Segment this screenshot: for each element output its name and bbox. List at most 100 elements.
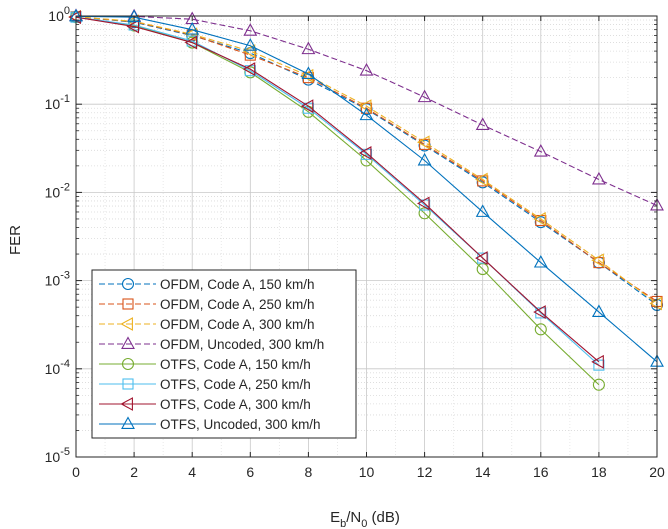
series-line	[75, 16, 658, 304]
x-axis-label-tail: (dB)	[367, 509, 400, 526]
y-tick-label: 10-4	[45, 358, 70, 377]
data-point	[184, 35, 198, 50]
x-axis-label-sub1: b	[340, 518, 346, 529]
data-point	[593, 257, 605, 269]
legend-marker	[121, 357, 135, 371]
legend-label: OTFS, Uncoded, 300 km/h	[160, 417, 321, 432]
series-line	[75, 15, 658, 207]
x-axis-label: Eb/N0 (dB)	[330, 509, 400, 529]
x-tick-label: 6	[246, 464, 254, 480]
data-point	[243, 23, 258, 36]
data-point	[416, 135, 430, 150]
data-point	[185, 22, 200, 35]
data-point	[418, 207, 431, 220]
data-point	[533, 212, 546, 226]
data-point	[359, 107, 374, 121]
data-point	[475, 251, 488, 266]
data-point	[534, 323, 547, 336]
x-tick-label: 12	[417, 464, 433, 480]
legend-marker	[121, 277, 135, 291]
y-tick-label: 100	[48, 5, 70, 24]
data-point	[417, 152, 432, 166]
series-line	[75, 16, 600, 363]
x-axis-label-mid: /N	[346, 509, 361, 526]
data-point	[358, 99, 372, 114]
x-axis-label-sub2: 0	[361, 518, 367, 529]
series-8	[69, 8, 664, 367]
y-axis-label: FER	[7, 225, 24, 255]
y-tick-label: 10-5	[45, 446, 70, 465]
legend-box	[91, 269, 357, 439]
legend-item: OFDM, Code A, 150 km/h	[99, 277, 315, 292]
series-7	[68, 10, 604, 369]
data-point	[359, 63, 374, 76]
data-point	[243, 38, 258, 51]
legend-item: OFDM, Uncoded, 300 km/h	[99, 336, 324, 352]
legend-item: OTFS, Code A, 250 km/h	[99, 377, 311, 392]
x-tick-label: 14	[475, 464, 491, 480]
legend-item: OFDM, Code A, 250 km/h	[99, 297, 315, 312]
data-point	[593, 359, 605, 371]
x-tick-label: 4	[188, 464, 196, 480]
data-point	[242, 62, 256, 77]
legend-marker	[122, 298, 134, 310]
y-tick-label: 10-1	[45, 93, 70, 112]
legend: OFDM, Code A, 150 km/h OFDM, Code A, 250 …	[91, 269, 357, 439]
data-point	[417, 89, 432, 103]
data-point	[301, 41, 316, 55]
data-point	[242, 44, 256, 59]
legend-label: OTFS, Code A, 250 km/h	[160, 377, 311, 392]
x-tick-label: 8	[305, 464, 313, 480]
data-point	[591, 171, 606, 185]
data-point	[591, 304, 606, 317]
legend-item: OTFS, Code A, 300 km/h	[99, 397, 311, 412]
data-point	[477, 252, 489, 264]
data-point	[475, 117, 490, 131]
legend-label: OFDM, Code A, 300 km/h	[160, 317, 315, 332]
x-tick-label: 10	[359, 464, 375, 480]
series-layer	[68, 8, 664, 391]
data-point	[592, 378, 605, 391]
x-tick-label: 18	[591, 464, 607, 480]
data-point	[533, 254, 548, 268]
legend-label: OTFS, Code A, 300 km/h	[160, 397, 311, 412]
legend-item: OFDM, Code A, 300 km/h	[99, 317, 315, 332]
x-tick-label: 2	[130, 464, 138, 480]
legend-label: OFDM, Code A, 250 km/h	[160, 297, 315, 312]
legend-label: OFDM, Uncoded, 300 km/h	[160, 337, 324, 352]
legend-item: OTFS, Uncoded, 300 km/h	[99, 416, 321, 432]
x-tick-labels: 0 2 4 6 8 10 12 14 16 18 20	[72, 464, 665, 480]
x-tick-label: 0	[72, 464, 80, 480]
data-point	[360, 102, 373, 114]
data-point	[419, 138, 431, 150]
data-point	[533, 143, 548, 157]
legend-label: OFDM, Code A, 150 km/h	[160, 277, 315, 292]
data-point	[475, 172, 488, 187]
legend-marker	[120, 317, 133, 331]
legend-label: OTFS, Code A, 150 km/h	[160, 357, 311, 372]
data-point	[301, 66, 316, 79]
data-point	[358, 146, 372, 160]
series-line	[75, 15, 658, 363]
x-tick-label: 16	[533, 464, 549, 480]
legend-marker	[121, 336, 135, 349]
data-point	[416, 196, 430, 211]
data-point	[302, 102, 314, 114]
x-axis-label-base: E	[330, 509, 340, 526]
x-tick-label: 20	[649, 464, 665, 480]
data-point	[591, 253, 604, 268]
legend-marker	[122, 378, 134, 390]
data-point	[591, 354, 604, 369]
data-point	[475, 204, 490, 217]
axis-ticks	[75, 15, 658, 458]
legend-marker	[120, 397, 133, 411]
legend-item: OTFS, Code A, 150 km/h	[99, 357, 311, 372]
data-point	[126, 19, 140, 34]
y-tick-label: 10-3	[45, 270, 70, 289]
data-point	[300, 99, 314, 114]
y-tick-label: 10-2	[45, 181, 70, 200]
y-tick-labels: 100 10-1 10-2 10-3 10-4 10-5	[45, 5, 70, 465]
legend-marker	[121, 416, 135, 429]
